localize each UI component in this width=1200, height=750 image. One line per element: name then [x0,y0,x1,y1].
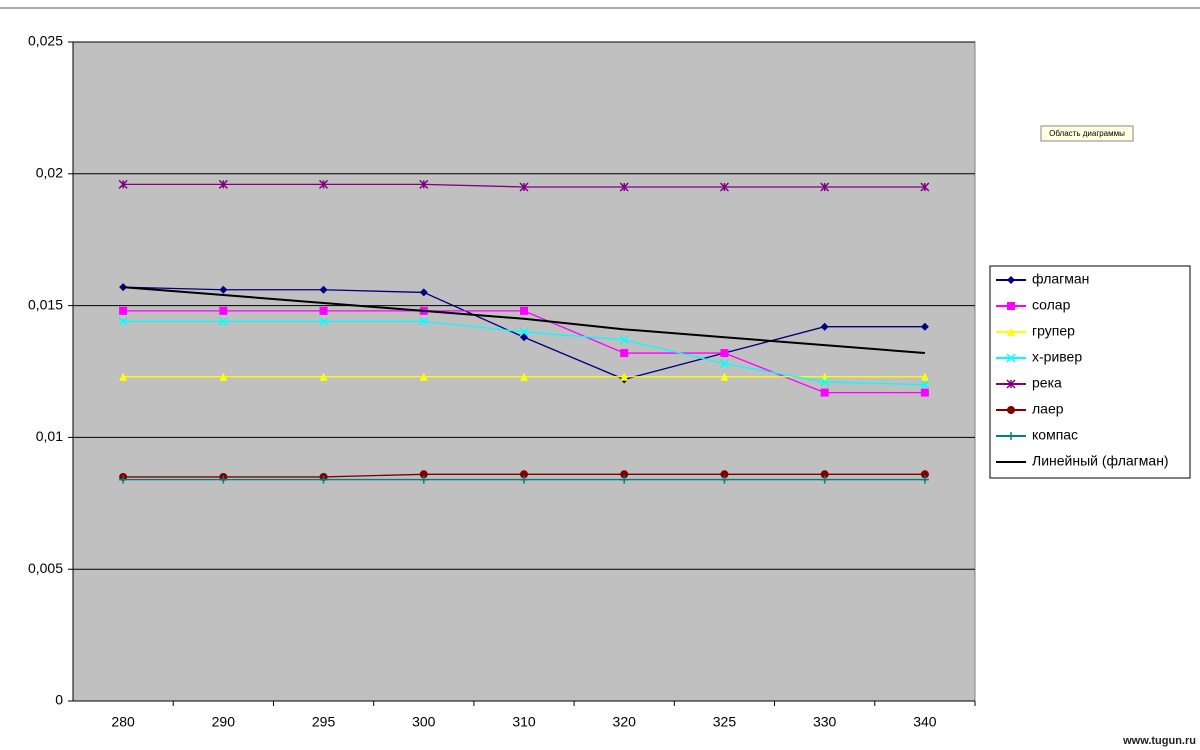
legend-marker [1007,328,1015,336]
legend-marker [1007,276,1015,284]
watermark: www.tugun.ru [1122,735,1196,747]
marker [820,388,829,397]
marker [319,475,328,484]
tooltip: Область диаграммы [1049,129,1125,138]
legend-marker [1007,302,1015,310]
marker [319,372,328,381]
tooltip-box [1040,125,1134,142]
marker [719,359,729,369]
marker [519,182,529,192]
marker [720,470,729,479]
x-tick-label: 310 [512,714,536,730]
marker [219,372,228,381]
marker [920,475,929,484]
x-tick-label: 340 [913,714,937,730]
legend-marker [1006,379,1016,389]
marker [820,182,830,192]
legend-label: флагман [1032,271,1089,287]
marker [119,475,128,484]
marker [620,470,629,479]
marker [920,322,929,331]
y-tick-label: 0,025 [28,33,63,49]
marker [619,182,629,192]
marker [720,349,729,358]
marker [419,470,428,479]
marker [118,316,128,326]
marker [520,306,528,315]
marker [820,377,830,387]
x-tick-label: 300 [412,714,436,730]
y-tick-label: 0,01 [36,428,63,444]
marker [619,335,629,345]
marker [820,475,829,484]
marker [219,475,228,484]
marker [319,285,328,294]
x-tick-label: 325 [713,714,737,730]
legend-label: компас [1032,427,1078,443]
marker [419,316,429,326]
marker [820,372,829,381]
marker [820,470,829,479]
marker [520,470,528,479]
legend-label: х-ривер [1032,349,1082,365]
marker [419,475,428,484]
marker [820,322,829,331]
marker [218,316,228,326]
marker [319,179,329,189]
legend-label: лаер [1032,401,1064,417]
marker [419,179,429,189]
marker [620,349,629,358]
marker [920,388,929,397]
marker [920,470,929,479]
marker [720,475,729,484]
marker [520,475,528,484]
marker [319,306,328,315]
legend-label: река [1032,375,1062,391]
plot-area [72,41,976,702]
marker [720,372,729,381]
legend-marker [1006,353,1016,363]
y-tick-label: 0 [55,692,63,708]
marker [920,182,930,192]
marker [620,372,629,381]
legend-marker [1007,406,1015,414]
x-tick-label: 320 [613,714,637,730]
series-line [123,286,925,355]
y-tick-label: 0,005 [28,560,63,576]
legend-label: групер [1032,323,1075,339]
x-tick-label: 295 [312,714,336,730]
x-tick-label: 330 [813,714,837,730]
marker [119,306,128,315]
marker [419,288,428,297]
marker [219,285,228,294]
marker [118,179,128,189]
y-tick-label: 0,015 [28,296,63,312]
marker [520,372,528,381]
marker [218,179,228,189]
legend-label: Линейный (флагман) [1032,453,1169,469]
y-tick-label: 0,02 [36,165,63,181]
marker [920,372,929,381]
marker [319,316,329,326]
marker [620,475,629,484]
marker [920,380,930,390]
marker [520,333,528,342]
marker [119,372,128,381]
marker [419,372,428,381]
legend-marker [1007,432,1015,440]
legend-box [989,265,1191,479]
x-tick-label: 280 [111,714,135,730]
marker [219,306,228,315]
x-tick-label: 290 [212,714,236,730]
legend-label: солар [1032,297,1071,313]
marker [519,327,529,337]
marker [719,182,729,192]
